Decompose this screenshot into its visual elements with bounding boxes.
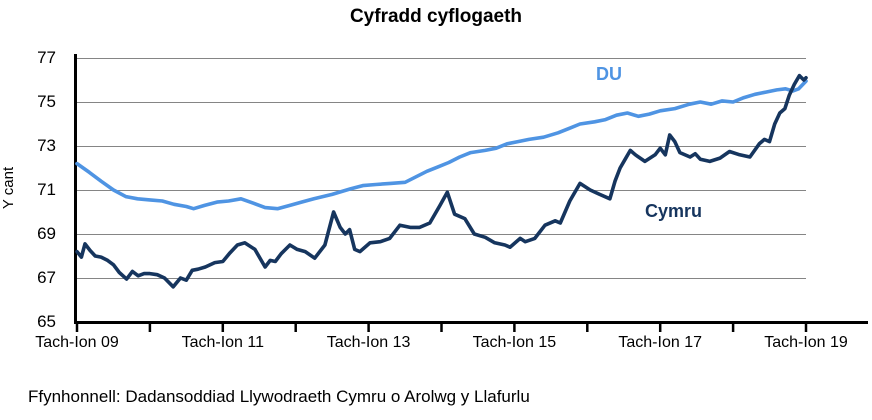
x-tick-label-4: Tach-Ion 15: [472, 334, 557, 351]
series-label-du: DU: [596, 64, 622, 84]
x-tick-label-2: Tach-Ion 11: [181, 334, 264, 351]
x-tick-label-5: Tach-Ion 17: [618, 334, 702, 351]
y-tick-label-71: 71: [37, 180, 56, 199]
chart-title: Cyfradd cyflogaeth: [349, 6, 523, 27]
x-tick-label-3: Tach-Ion 13: [326, 334, 411, 351]
y-tick-label-69: 69: [37, 224, 56, 243]
x-tick-label-6: Tach-Ion 19: [764, 334, 848, 351]
y-tick-label-67: 67: [37, 268, 56, 287]
x-tick-label-1: Tach-Ion 09: [35, 334, 119, 351]
series-line-cymru: [75, 73, 808, 289]
y-tick-label-77: 77: [37, 48, 56, 67]
series-label-cymru: Cymru: [645, 201, 703, 221]
y-tick-label-75: 75: [37, 92, 56, 111]
y-tick-label-73: 73: [37, 136, 56, 155]
series-line-du: [75, 79, 808, 211]
y-tick-label-65: 65: [37, 312, 56, 331]
source-note: Ffynhonnell: Dadansoddiad Llywodraeth Cy…: [28, 387, 530, 406]
